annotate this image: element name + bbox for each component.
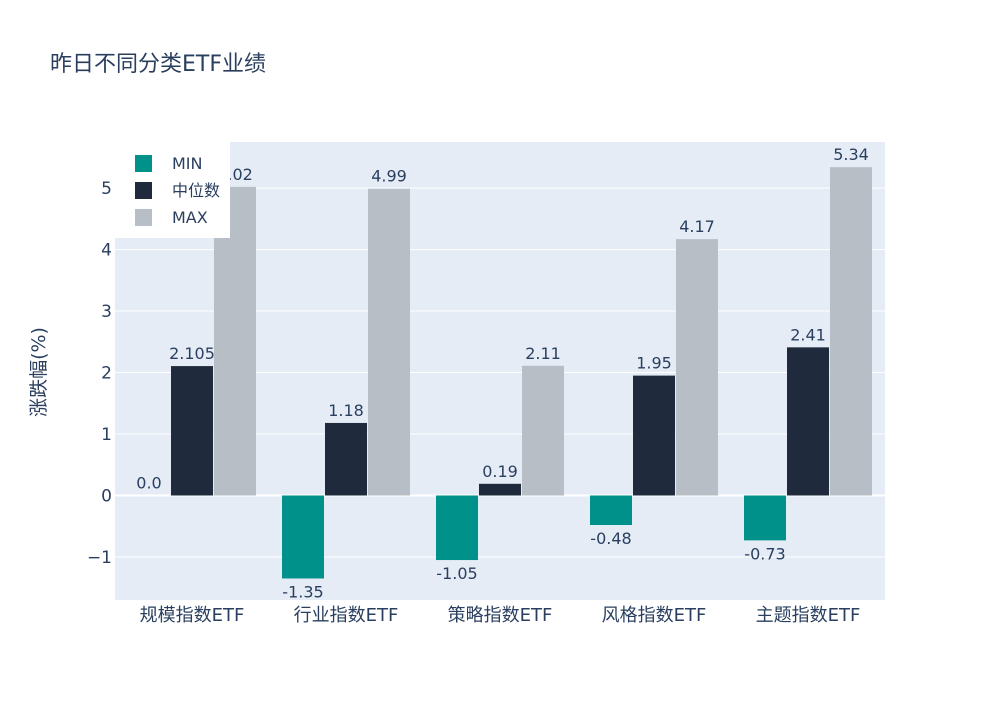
bar-max-2[interactable] [522,365,564,496]
y-tick-label: −1 [87,548,112,568]
data-label: -1.35 [282,582,323,601]
bar-max-4[interactable] [830,167,872,496]
bar--0[interactable] [171,366,213,496]
bar-max-3[interactable] [676,239,718,496]
bar--1[interactable] [325,422,367,496]
data-label: 2.11 [525,344,561,363]
y-tick-label: 3 [101,302,112,322]
x-tick-label: 行业指数ETF [294,605,399,626]
data-label: 2.41 [790,325,826,344]
legend-swatch[interactable] [135,182,152,199]
data-label: 4.17 [679,217,715,236]
y-tick-label: 4 [101,241,112,261]
y-tick-label: 5 [101,179,112,199]
legend-label[interactable]: 中位数 [172,181,220,200]
data-label: 5.34 [833,145,869,164]
data-label: 4.99 [371,167,407,186]
data-label: 0.0 [136,473,161,492]
bar-max-0[interactable] [214,186,256,496]
data-label: 2.105 [169,344,215,363]
data-label: -1.05 [436,564,477,583]
x-tick-label: 规模指数ETF [140,605,245,626]
bar--3[interactable] [633,375,675,496]
bar-min-2[interactable] [436,495,478,561]
data-label: 1.18 [328,401,364,420]
bar-min-1[interactable] [282,495,324,579]
bar-max-1[interactable] [368,188,410,496]
x-tick-label: 风格指数ETF [602,605,707,626]
legend[interactable]: MIN 中位数 MAX [115,142,230,238]
x-tick-label: 策略指数ETF [448,605,553,626]
plot-area: −10123450.02.1055.02规模指数ETF-1.351.184.99… [87,142,885,626]
chart-title: 昨日不同分类ETF业绩 [50,52,266,77]
y-axis-title: 涨跌幅(%) [28,327,50,417]
data-label: -0.48 [590,529,631,548]
y-tick-label: 2 [101,364,112,384]
bar--4[interactable] [787,347,829,496]
bar-min-3[interactable] [590,495,632,525]
x-tick-label: 主题指数ETF [756,605,861,626]
bar--2[interactable] [479,483,521,496]
data-label: 1.95 [636,354,672,373]
bar-min-4[interactable] [744,495,786,541]
legend-label[interactable]: MAX [172,208,208,227]
legend-background [115,142,230,238]
data-label: -0.73 [744,544,785,563]
y-tick-label: 1 [101,425,112,445]
y-tick-label: 0 [101,486,112,506]
legend-label[interactable]: MIN [172,154,203,173]
legend-swatch[interactable] [135,209,152,226]
data-label: 0.19 [482,462,518,481]
legend-swatch[interactable] [135,155,152,172]
